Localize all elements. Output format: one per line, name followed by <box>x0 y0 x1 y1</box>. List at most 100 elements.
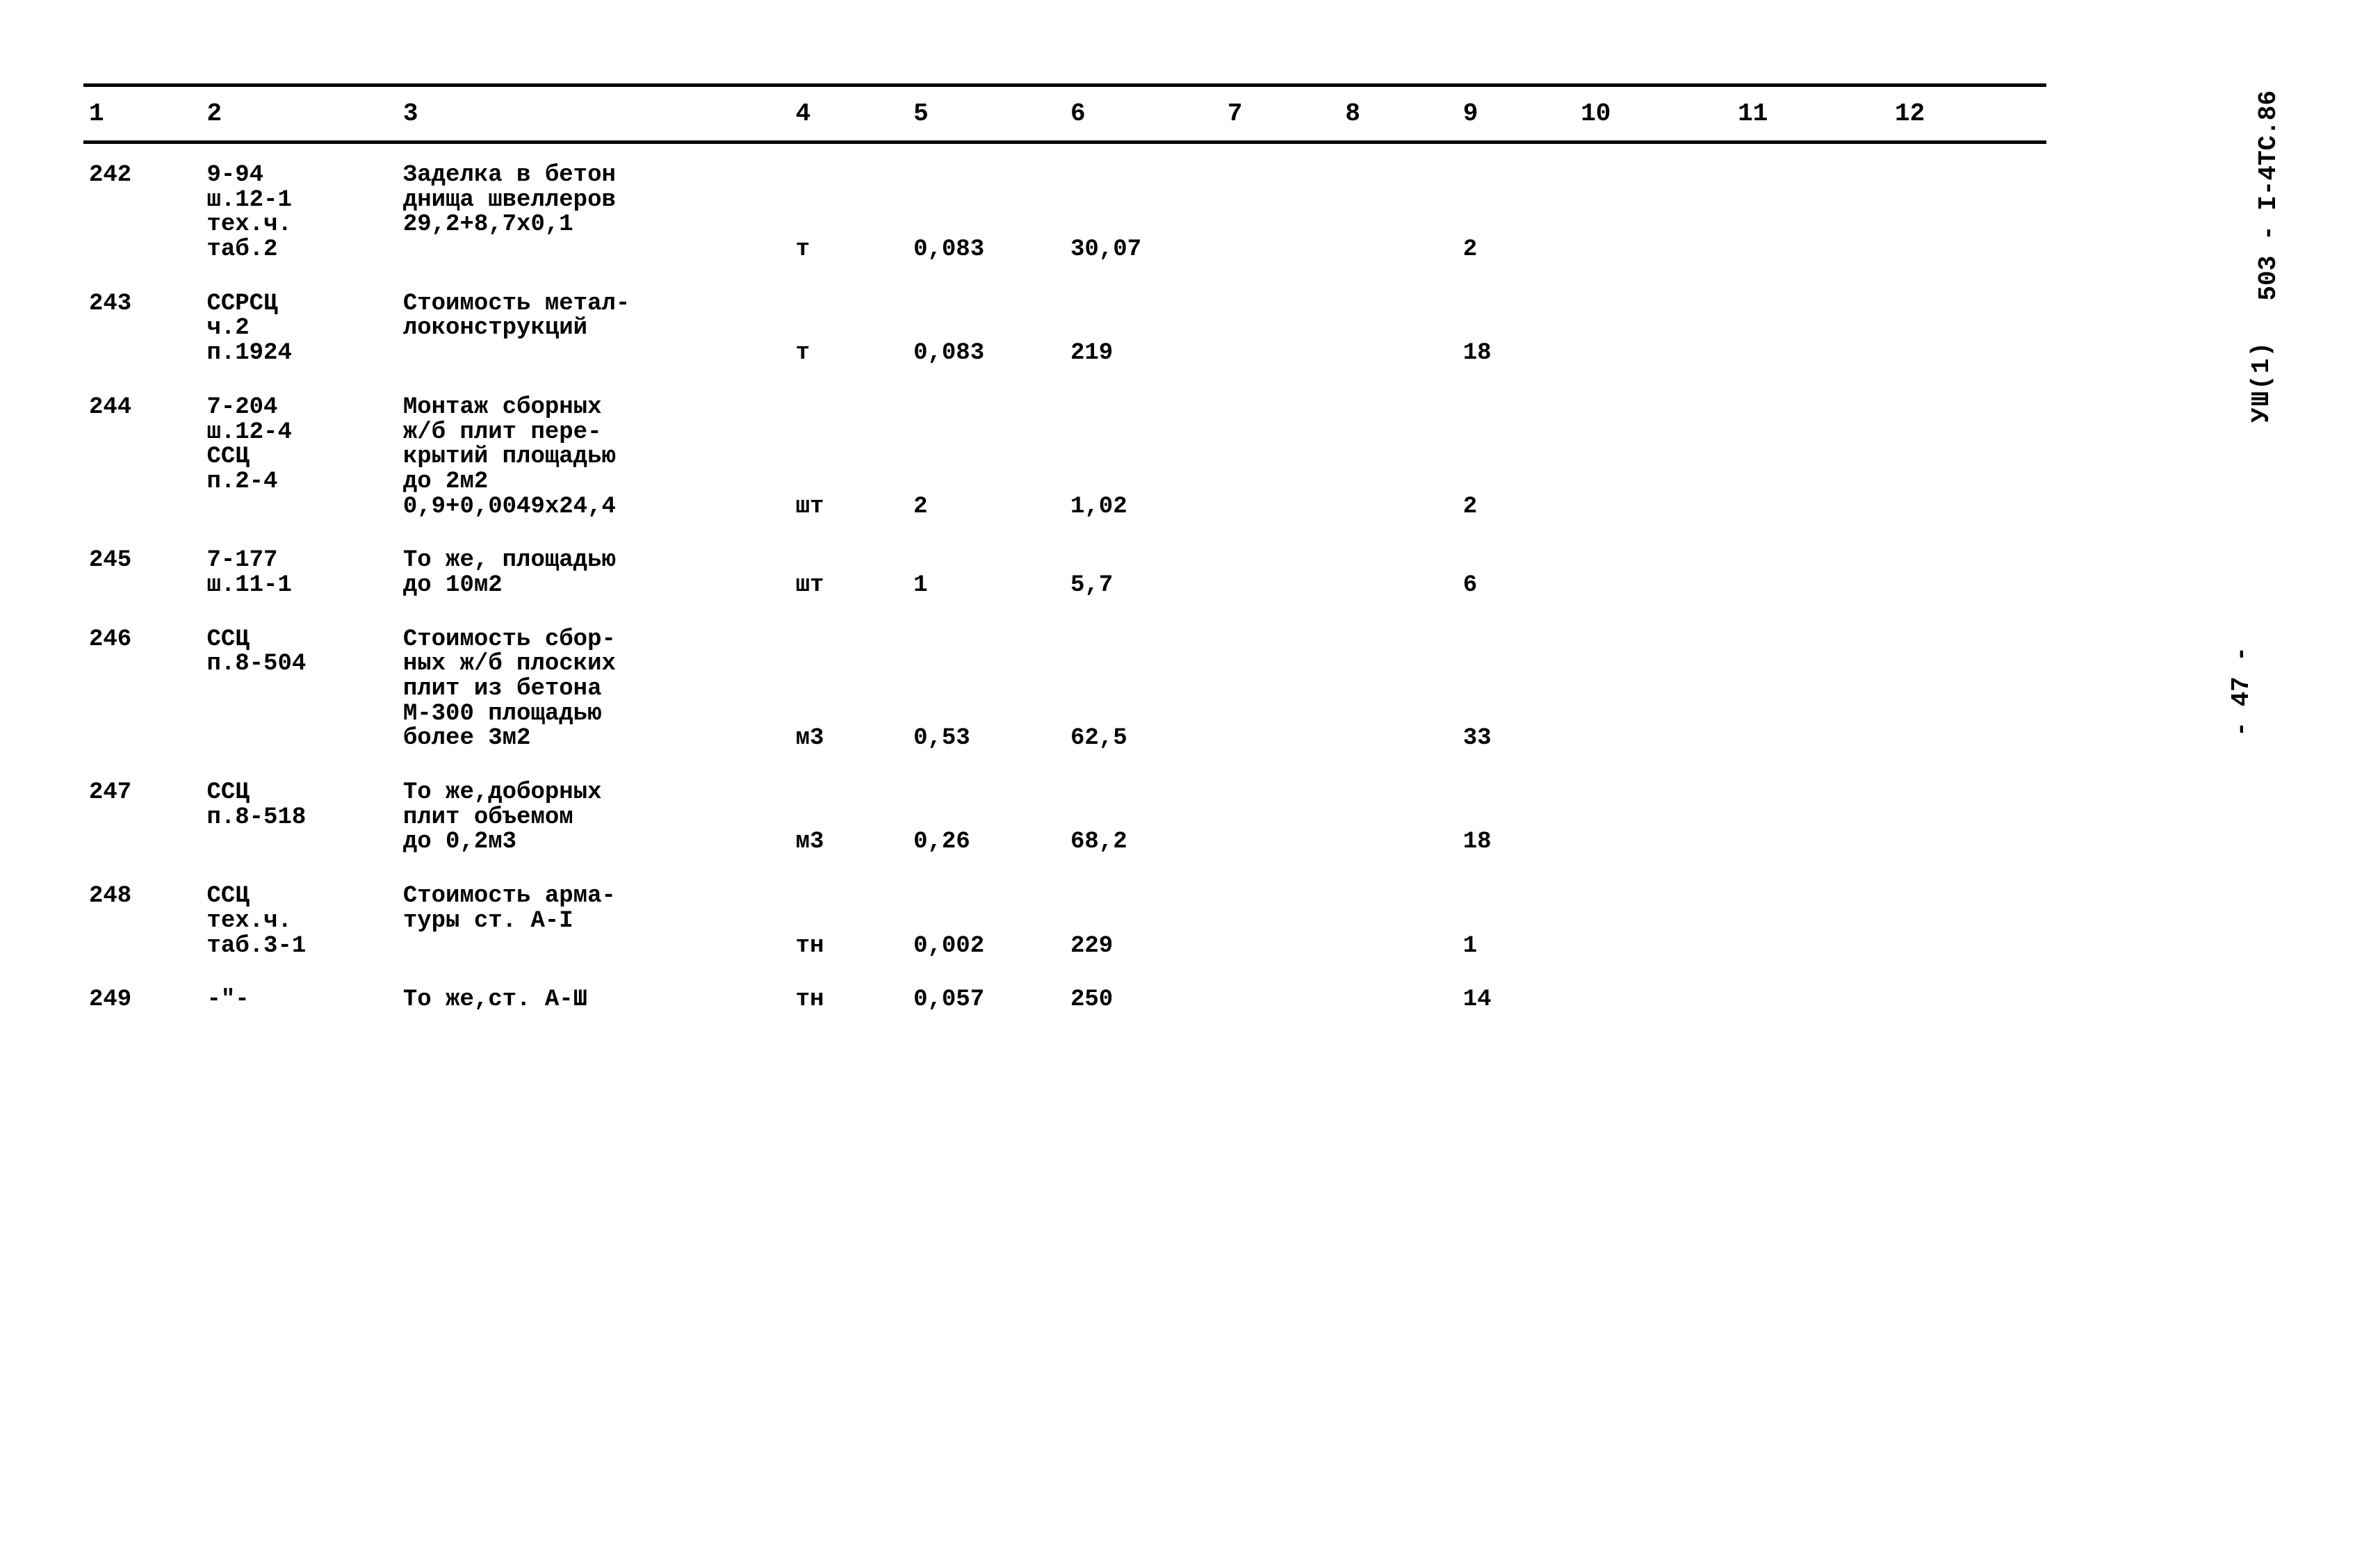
col-header-9: 9 <box>1458 86 1575 143</box>
cell-col11 <box>1732 761 1889 865</box>
cell-col11 <box>1732 529 1889 608</box>
cell-col9: 14 <box>1458 968 1575 1023</box>
col-header-1: 1 <box>83 86 201 143</box>
table-header: 1 2 3 4 5 6 7 8 9 10 11 12 <box>83 86 2046 143</box>
cell-col7 <box>1222 608 1339 761</box>
cell-col2: 9-94 ш.12-1 тех.ч. таб.2 <box>201 143 397 273</box>
cell-col3: Стоимость метал- локонструкций <box>398 273 790 376</box>
cell-col10 <box>1575 865 1732 968</box>
cell-col3: То же, площадью до 10м2 <box>398 529 790 608</box>
col-header-3: 3 <box>398 86 790 143</box>
cell-col12 <box>1889 376 2046 529</box>
cell-col9: 1 <box>1458 865 1575 968</box>
cell-col5: 0,26 <box>908 761 1065 865</box>
col-header-7: 7 <box>1222 86 1339 143</box>
cell-col12 <box>1889 968 2046 1023</box>
cell-col10 <box>1575 143 1732 273</box>
cell-col2: 7-204 ш.12-4 ССЦ п.2-4 <box>201 376 397 529</box>
cell-col6: 62,5 <box>1065 608 1222 761</box>
cell-col4: шт <box>790 529 908 608</box>
cell-col4: т <box>790 273 908 376</box>
cell-col8 <box>1339 608 1457 761</box>
cell-col11 <box>1732 608 1889 761</box>
cell-col9: 2 <box>1458 143 1575 273</box>
cell-col7 <box>1222 529 1339 608</box>
table-header-row: 1 2 3 4 5 6 7 8 9 10 11 12 <box>83 86 2046 143</box>
cell-col4: т <box>790 143 908 273</box>
cell-col6: 68,2 <box>1065 761 1222 865</box>
doc-part: УШ(1) <box>2247 341 2276 423</box>
cell-col7 <box>1222 376 1339 529</box>
cell-col12 <box>1889 608 2046 761</box>
table-row: 2429-94 ш.12-1 тех.ч. таб.2Заделка в бет… <box>83 143 2046 273</box>
cell-col1: 248 <box>83 865 201 968</box>
cell-col3: Монтаж сборных ж/б плит пере- крытий пло… <box>398 376 790 529</box>
col-header-11: 11 <box>1732 86 1889 143</box>
cell-col3: То же,ст. А-Ш <box>398 968 790 1023</box>
right-margin: 503 - I-4ТС.86 УШ(1) - 47 - <box>2144 76 2297 1328</box>
cell-col5: 0,057 <box>908 968 1065 1023</box>
document-page: 1 2 3 4 5 6 7 8 9 10 11 12 2429-94 ш.12-… <box>83 83 2046 1023</box>
cell-col11 <box>1732 865 1889 968</box>
cell-col8 <box>1339 968 1457 1023</box>
cell-col11 <box>1732 376 1889 529</box>
cell-col3: Стоимость арма- туры ст. А-I <box>398 865 790 968</box>
cell-col10 <box>1575 608 1732 761</box>
cell-col6: 1,02 <box>1065 376 1222 529</box>
cell-col12 <box>1889 143 2046 273</box>
col-header-4: 4 <box>790 86 908 143</box>
cell-col4: шт <box>790 376 908 529</box>
cell-col1: 249 <box>83 968 201 1023</box>
cell-col2: ССЦ п.8-518 <box>201 761 397 865</box>
cell-col8 <box>1339 761 1457 865</box>
cell-col9: 2 <box>1458 376 1575 529</box>
cell-col1: 246 <box>83 608 201 761</box>
cell-col5: 0,53 <box>908 608 1065 761</box>
cell-col1: 243 <box>83 273 201 376</box>
cell-col10 <box>1575 273 1732 376</box>
cell-col8 <box>1339 143 1457 273</box>
cell-col4: тн <box>790 968 908 1023</box>
cell-col7 <box>1222 143 1339 273</box>
cell-col9: 6 <box>1458 529 1575 608</box>
table-row: 246ССЦ п.8-504Стоимость сбор- ных ж/б пл… <box>83 608 2046 761</box>
cell-col6: 30,07 <box>1065 143 1222 273</box>
table-row: 2447-204 ш.12-4 ССЦ п.2-4Монтаж сборных … <box>83 376 2046 529</box>
cell-col8 <box>1339 376 1457 529</box>
cell-col4: м3 <box>790 608 908 761</box>
table-row: 247ССЦ п.8-518То же,доборных плит объемо… <box>83 761 2046 865</box>
table-row: 248ССЦ тех.ч. таб.3-1Стоимость арма- тур… <box>83 865 2046 968</box>
cell-col1: 242 <box>83 143 201 273</box>
cell-col3: То же,доборных плит объемом до 0,2м3 <box>398 761 790 865</box>
col-header-2: 2 <box>201 86 397 143</box>
estimate-table: 1 2 3 4 5 6 7 8 9 10 11 12 2429-94 ш.12-… <box>83 83 2046 1023</box>
cell-col10 <box>1575 376 1732 529</box>
cell-col7 <box>1222 968 1339 1023</box>
cell-col12 <box>1889 529 2046 608</box>
cell-col6: 229 <box>1065 865 1222 968</box>
cell-col7 <box>1222 865 1339 968</box>
cell-col11 <box>1732 143 1889 273</box>
cell-col6: 250 <box>1065 968 1222 1023</box>
table-body: 2429-94 ш.12-1 тех.ч. таб.2Заделка в бет… <box>83 143 2046 1023</box>
cell-col5: 1 <box>908 529 1065 608</box>
cell-col2: ССЦ тех.ч. таб.3-1 <box>201 865 397 968</box>
cell-col12 <box>1889 865 2046 968</box>
col-header-8: 8 <box>1339 86 1457 143</box>
cell-col5: 0,002 <box>908 865 1065 968</box>
cell-col2: 7-177 ш.11-1 <box>201 529 397 608</box>
cell-col11 <box>1732 968 1889 1023</box>
cell-col5: 0,083 <box>908 143 1065 273</box>
table-row: 243ССРСЦ ч.2 п.1924Стоимость метал- локо… <box>83 273 2046 376</box>
cell-col9: 33 <box>1458 608 1575 761</box>
cell-col1: 244 <box>83 376 201 529</box>
cell-col8 <box>1339 529 1457 608</box>
cell-col2: ССРСЦ ч.2 п.1924 <box>201 273 397 376</box>
page-number: - 47 - <box>2227 647 2276 737</box>
cell-col1: 245 <box>83 529 201 608</box>
cell-col6: 5,7 <box>1065 529 1222 608</box>
cell-col4: тн <box>790 865 908 968</box>
cell-col8 <box>1339 865 1457 968</box>
col-header-10: 10 <box>1575 86 1732 143</box>
cell-col2: -"- <box>201 968 397 1023</box>
